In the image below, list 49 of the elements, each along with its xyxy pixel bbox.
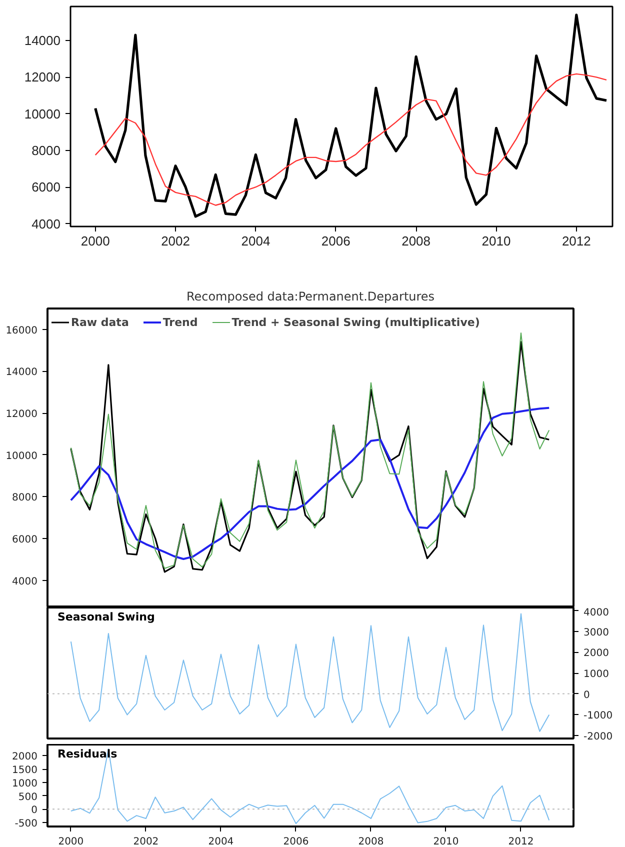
y-tick-label: 16000 <box>6 325 38 336</box>
y-tick-label: 1500 <box>12 765 38 776</box>
y2-tick-label: 3000 <box>584 627 609 638</box>
x-tick-label: 2004 <box>208 836 234 847</box>
y2-tick-label: 0 <box>584 690 590 701</box>
x-tick-label: 2010 <box>482 234 511 248</box>
x-tick-label: 2006 <box>321 234 350 248</box>
chart-title: Residuals <box>58 748 118 760</box>
y-tick-label: 500 <box>18 792 38 803</box>
y-tick-label: 8000 <box>32 142 60 158</box>
y-tick-label: 6000 <box>32 180 60 195</box>
y-tick-label: 1000 <box>12 778 38 790</box>
y-tick-label: -500 <box>14 818 38 830</box>
x-tick-label: 2004 <box>241 234 270 248</box>
legend-label: Raw data <box>71 316 129 328</box>
y-tick-label: 10000 <box>24 106 61 122</box>
x-tick-label: 2000 <box>80 234 110 248</box>
y2-tick-label: 4000 <box>584 608 609 618</box>
legend-label: Trend <box>162 316 198 328</box>
legend-label: Trend + Seasonal Swing (multiplicative) <box>232 316 480 328</box>
y2-tick-label: -2000 <box>584 731 613 742</box>
y-tick-label: 10000 <box>6 450 38 462</box>
line-series <box>94 73 608 206</box>
y-tick-label: 6000 <box>12 534 38 546</box>
y-tick-label: 14000 <box>24 33 61 48</box>
x-tick-label: 2000 <box>58 836 84 847</box>
y-tick-label: 4000 <box>12 576 38 588</box>
x-tick-label: 2010 <box>433 836 459 847</box>
x-tick-label: 2002 <box>133 836 159 847</box>
y-tick-label: 8000 <box>12 492 38 504</box>
y-tick-label: 12000 <box>6 409 38 420</box>
x-tick-label: 2008 <box>402 234 431 248</box>
line-series <box>70 406 550 560</box>
x-tick-label: 2012 <box>508 836 534 847</box>
y-tick-label: 12000 <box>24 70 61 85</box>
y2-tick-label: 2000 <box>584 648 609 660</box>
y2-tick-label: 1000 <box>584 669 609 680</box>
y-tick-label: 4000 <box>32 216 60 232</box>
x-tick-label: 2012 <box>562 234 591 248</box>
y-tick-label: 0 <box>31 805 38 816</box>
x-tick-label: 2008 <box>358 836 384 847</box>
line-series <box>94 14 608 218</box>
chart-title: Recomposed data:Permanent.Departures <box>186 290 435 304</box>
x-tick-label: 2002 <box>161 234 190 248</box>
x-tick-label: 2006 <box>283 836 309 847</box>
y-tick-label: 14000 <box>6 367 38 378</box>
chart-title: Seasonal Swing <box>58 610 155 624</box>
y2-tick-label: -1000 <box>584 710 613 722</box>
y-tick-label: 2000 <box>12 752 38 763</box>
